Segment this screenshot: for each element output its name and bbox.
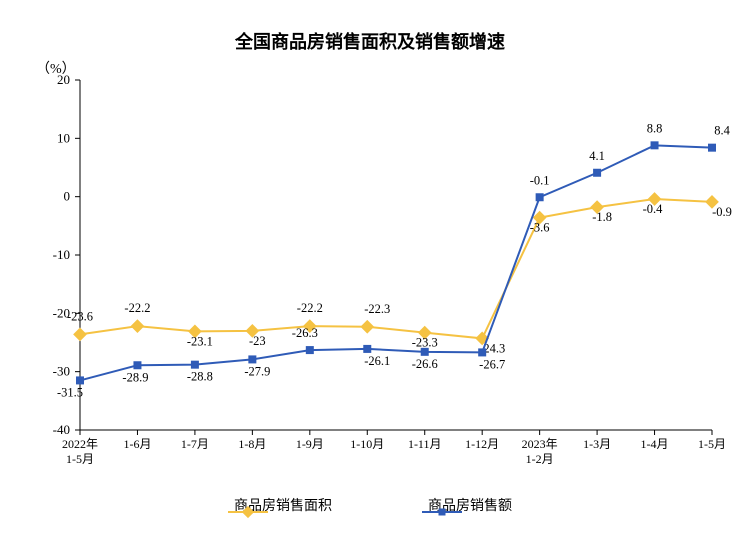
svg-text:1-12月: 1-12月 (465, 437, 499, 451)
svg-text:-10: -10 (53, 247, 70, 262)
svg-text:-22.2: -22.2 (297, 301, 323, 315)
svg-text:-3.6: -3.6 (530, 221, 550, 235)
svg-text:8.4: 8.4 (714, 124, 730, 138)
svg-text:1-7月: 1-7月 (181, 437, 209, 451)
svg-text:-26.3: -26.3 (292, 326, 318, 340)
svg-text:-1.8: -1.8 (592, 210, 612, 224)
svg-text:1-11月: 1-11月 (408, 437, 442, 451)
svg-text:8.8: 8.8 (647, 121, 663, 135)
svg-text:-31.5: -31.5 (57, 385, 83, 399)
svg-text:2023年: 2023年 (522, 437, 558, 451)
svg-text:-40: -40 (53, 422, 70, 437)
legend: 商品房销售面积 商品房销售额 (0, 495, 740, 515)
chart-container: 全国商品房销售面积及销售额增速 （%） 20100-10-20-30-40202… (0, 0, 740, 536)
svg-text:1-8月: 1-8月 (238, 437, 266, 451)
svg-text:-22.3: -22.3 (364, 302, 390, 316)
svg-text:-23.1: -23.1 (187, 334, 213, 348)
svg-text:10: 10 (57, 130, 70, 145)
svg-text:-22.2: -22.2 (124, 301, 150, 315)
svg-text:-26.7: -26.7 (479, 357, 505, 371)
svg-text:-26.6: -26.6 (412, 357, 438, 371)
svg-text:1-5月: 1-5月 (698, 437, 726, 451)
line-chart: 20100-10-20-30-402022年1-5月1-6月1-7月1-8月1-… (0, 0, 740, 536)
svg-text:-0.4: -0.4 (643, 202, 664, 216)
svg-text:1-6月: 1-6月 (123, 437, 151, 451)
svg-text:1-2月: 1-2月 (526, 452, 554, 466)
svg-text:1-10月: 1-10月 (350, 437, 384, 451)
svg-text:-23.3: -23.3 (412, 336, 438, 350)
svg-text:1-3月: 1-3月 (583, 437, 611, 451)
svg-text:-0.1: -0.1 (530, 173, 550, 187)
svg-text:-30: -30 (53, 364, 70, 379)
svg-text:1-5月: 1-5月 (66, 452, 94, 466)
svg-text:-23.6: -23.6 (67, 309, 93, 323)
svg-text:20: 20 (57, 72, 70, 87)
svg-text:-27.9: -27.9 (244, 364, 270, 378)
legend-item: 商品房销售面积 (228, 495, 332, 515)
svg-text:0: 0 (64, 189, 71, 204)
svg-text:-28.8: -28.8 (187, 370, 213, 384)
svg-text:-26.1: -26.1 (364, 354, 390, 368)
legend-item: 商品房销售额 (422, 495, 512, 515)
svg-text:4.1: 4.1 (589, 149, 605, 163)
svg-text:-23: -23 (249, 334, 266, 348)
svg-text:1-4月: 1-4月 (641, 437, 669, 451)
svg-text:-0.9: -0.9 (712, 205, 732, 219)
svg-text:1-9月: 1-9月 (296, 437, 324, 451)
svg-text:-28.9: -28.9 (122, 370, 148, 384)
svg-text:2022年: 2022年 (62, 437, 98, 451)
